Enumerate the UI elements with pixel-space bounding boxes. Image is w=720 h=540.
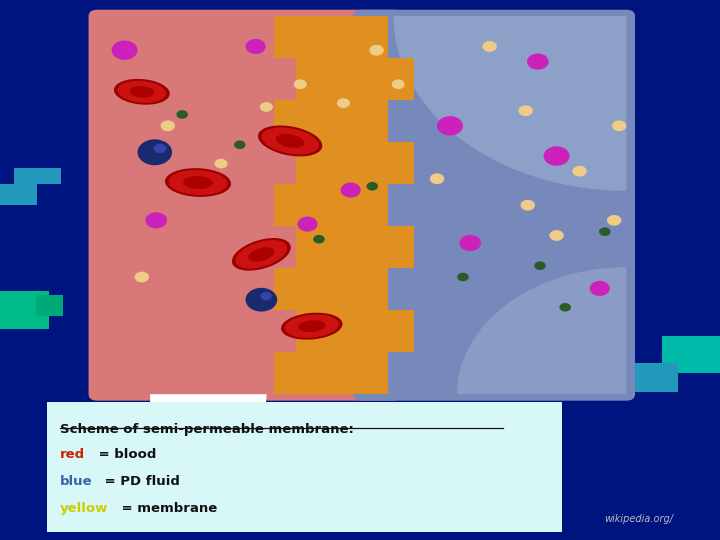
Circle shape <box>437 116 463 136</box>
Circle shape <box>215 159 228 168</box>
Bar <box>274 352 299 394</box>
Ellipse shape <box>258 125 323 157</box>
Circle shape <box>112 40 138 60</box>
Text: yellow: yellow <box>60 502 108 515</box>
Circle shape <box>590 281 610 296</box>
Circle shape <box>518 105 533 116</box>
Circle shape <box>430 173 444 184</box>
Circle shape <box>612 120 626 131</box>
FancyBboxPatch shape <box>89 10 402 401</box>
Bar <box>635 363 678 392</box>
Circle shape <box>176 110 188 119</box>
Circle shape <box>521 200 535 211</box>
Text: wikipedia.org/: wikipedia.org/ <box>604 514 673 524</box>
Ellipse shape <box>248 247 274 262</box>
Circle shape <box>482 41 497 52</box>
Circle shape <box>135 272 149 282</box>
Circle shape <box>246 288 277 312</box>
Bar <box>274 100 299 142</box>
Circle shape <box>260 102 273 112</box>
Text: Scheme of semi-permeable membrane:: Scheme of semi-permeable membrane: <box>60 423 354 436</box>
Ellipse shape <box>165 168 231 197</box>
Circle shape <box>572 166 587 177</box>
Ellipse shape <box>232 238 291 271</box>
Circle shape <box>294 79 307 89</box>
Ellipse shape <box>130 86 154 98</box>
Circle shape <box>607 215 621 226</box>
Circle shape <box>234 140 246 149</box>
Ellipse shape <box>168 170 228 195</box>
Circle shape <box>457 273 469 281</box>
Text: = blood: = blood <box>94 448 157 461</box>
Circle shape <box>138 139 172 165</box>
Ellipse shape <box>284 315 339 338</box>
Wedge shape <box>394 16 626 191</box>
Circle shape <box>154 144 166 153</box>
Bar <box>385 310 414 352</box>
Ellipse shape <box>235 240 287 268</box>
Bar <box>274 268 299 310</box>
Ellipse shape <box>298 320 325 332</box>
Wedge shape <box>150 394 266 482</box>
Text: red: red <box>60 448 85 461</box>
Bar <box>385 142 414 184</box>
Circle shape <box>341 183 361 198</box>
Bar <box>296 16 388 394</box>
Circle shape <box>534 261 546 270</box>
Circle shape <box>544 146 570 166</box>
Bar <box>14 168 61 184</box>
Circle shape <box>549 230 564 241</box>
Bar <box>0 291 49 329</box>
Bar <box>274 16 299 58</box>
Circle shape <box>559 303 571 312</box>
Text: = PD fluid: = PD fluid <box>100 475 180 488</box>
Circle shape <box>161 120 175 131</box>
Circle shape <box>246 39 266 54</box>
Ellipse shape <box>281 313 343 340</box>
Ellipse shape <box>276 134 305 148</box>
Bar <box>662 336 720 373</box>
Circle shape <box>261 292 272 300</box>
Ellipse shape <box>261 127 319 154</box>
Circle shape <box>392 79 405 89</box>
Bar <box>385 58 414 100</box>
Bar <box>0 184 37 205</box>
Bar <box>274 184 299 226</box>
Circle shape <box>337 98 350 108</box>
Circle shape <box>599 227 611 236</box>
Bar <box>97 16 626 394</box>
Circle shape <box>145 212 167 228</box>
Circle shape <box>369 45 384 56</box>
Circle shape <box>297 217 318 232</box>
Circle shape <box>313 235 325 244</box>
Text: blue: blue <box>60 475 92 488</box>
Ellipse shape <box>184 176 212 189</box>
Circle shape <box>527 53 549 70</box>
Circle shape <box>366 182 378 191</box>
Bar <box>36 295 63 316</box>
FancyBboxPatch shape <box>353 10 635 401</box>
Ellipse shape <box>114 79 170 105</box>
Circle shape <box>459 235 481 251</box>
Wedge shape <box>457 267 626 394</box>
Ellipse shape <box>117 81 166 103</box>
Bar <box>385 226 414 268</box>
Text: = membrane: = membrane <box>117 502 217 515</box>
Bar <box>47 402 562 532</box>
